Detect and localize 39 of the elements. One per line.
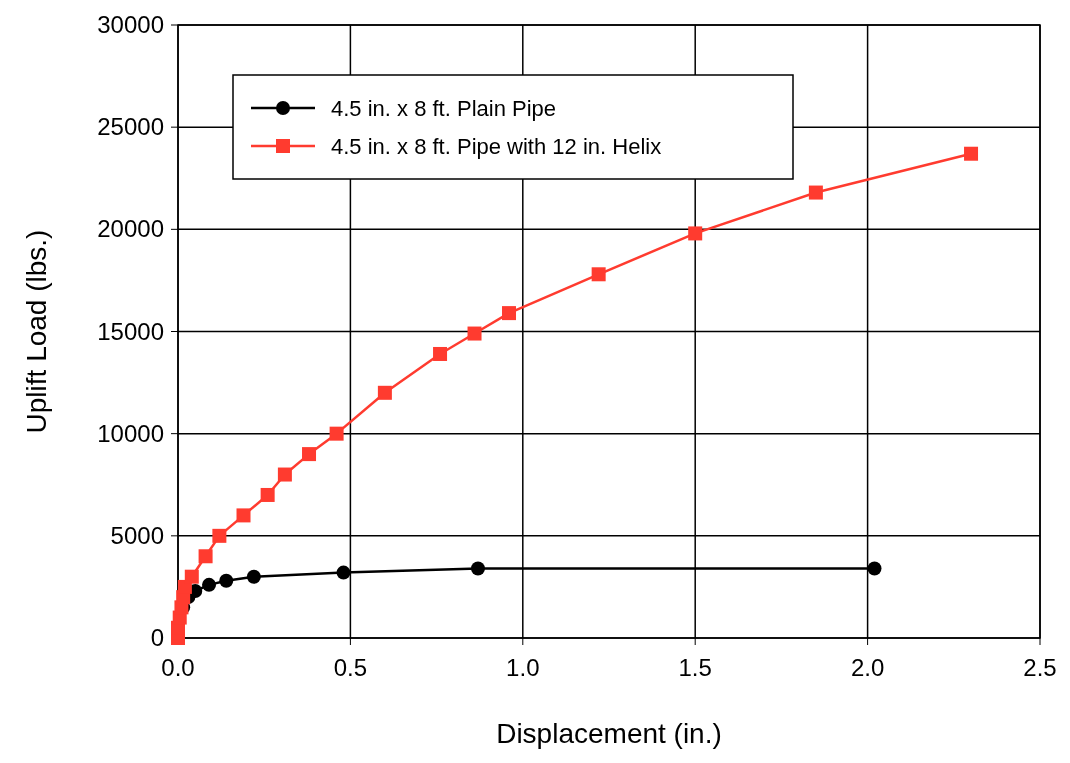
- point: [212, 528, 227, 543]
- point: [502, 306, 517, 321]
- y-tick-label: 10000: [97, 419, 164, 447]
- x-tick-label: 1.5: [678, 654, 712, 681]
- y-tick-label: 5000: [110, 521, 164, 549]
- point: [867, 561, 882, 576]
- y-tick-label: 15000: [97, 317, 164, 345]
- point: [329, 426, 344, 441]
- y-tick-label: 20000: [97, 215, 164, 243]
- y-tick-label: 25000: [97, 113, 164, 141]
- point: [260, 487, 275, 502]
- point: [470, 561, 485, 576]
- point: [808, 185, 823, 200]
- y-tick-label: 30000: [97, 11, 164, 38]
- point: [198, 549, 213, 564]
- x-tick-label: 1.0: [506, 654, 540, 681]
- point: [964, 146, 979, 161]
- y-tick-label: 0: [150, 624, 164, 651]
- point: [591, 267, 606, 282]
- x-axis-title: Displacement (in.): [496, 718, 722, 749]
- point: [467, 326, 482, 341]
- point: [336, 565, 351, 580]
- point: [246, 569, 261, 584]
- x-tick-label: 2.0: [850, 654, 885, 681]
- point: [433, 346, 448, 361]
- point: [202, 577, 217, 592]
- legend-label: 4.5 in. x 8 ft. Plain Pipe: [331, 96, 557, 121]
- y-axis-title: Uplift Load (lbs.): [21, 229, 52, 434]
- x-tick-label: 0.0: [161, 654, 195, 681]
- point: [236, 508, 251, 523]
- legend-label: 4.5 in. x 8 ft. Pipe with 12 in. Helix: [331, 134, 662, 159]
- point: [377, 385, 392, 400]
- point: [688, 226, 703, 241]
- point: [184, 569, 199, 584]
- point: [219, 573, 234, 588]
- x-tick-label: 0.5: [333, 654, 368, 681]
- point: [302, 447, 317, 462]
- x-tick-label: 2.5: [1023, 654, 1057, 681]
- point: [277, 467, 292, 482]
